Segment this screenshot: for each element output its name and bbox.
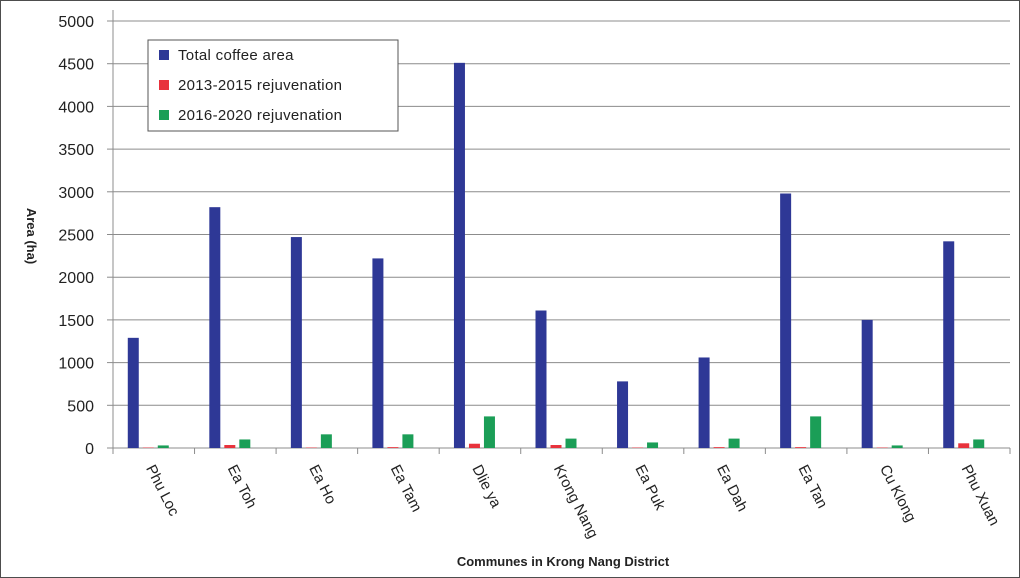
x-category-label: Ea Ho — [305, 462, 339, 507]
legend-swatch — [159, 80, 169, 90]
y-tick-label: 4500 — [58, 57, 94, 74]
x-category-label: Krong Nang — [550, 462, 601, 541]
bar — [239, 439, 251, 448]
legend: Total coffee area 2013-2015 rejuvenation 2… — [147, 39, 399, 132]
bar — [810, 416, 822, 448]
y-tick-label: 5000 — [58, 14, 94, 31]
legend-label: 2013-2015 rejuvenation — [178, 77, 342, 94]
bar — [958, 443, 970, 448]
bar — [209, 207, 221, 448]
bar — [713, 447, 725, 448]
y-tick-label: 4000 — [58, 99, 94, 116]
bar — [973, 439, 985, 448]
legend-label: 2016-2020 rejuvenation — [178, 107, 342, 124]
bar — [290, 237, 302, 448]
bar — [698, 357, 710, 448]
y-tick-label: 0 — [85, 441, 94, 458]
x-category-labels: Phu Loc Ea Toh Ea Ho Ea Tam Dlie ya Krong Nan… — [142, 462, 1003, 541]
y-tick-label: 3000 — [58, 185, 94, 202]
bar — [157, 445, 169, 448]
bars — [127, 62, 985, 448]
x-category-label: Ea Tan — [795, 462, 831, 511]
x-axis-title: Communes in Krong Nang District — [457, 554, 670, 569]
x-category-label: Ea Dah — [713, 462, 751, 514]
bar — [387, 447, 399, 448]
bar — [943, 241, 955, 448]
bar — [224, 445, 236, 448]
y-tick-label: 500 — [67, 398, 94, 415]
bar — [891, 445, 903, 448]
x-category-label: Cu Klong — [876, 462, 919, 525]
bar — [468, 443, 480, 448]
y-tick-labels: 0 500 1000 1500 2000 2500 3000 3500 4000 4500 5000 — [58, 14, 94, 458]
x-category-label: Ea Puk — [631, 462, 668, 513]
bar — [483, 416, 495, 448]
bar — [861, 319, 873, 448]
bar — [127, 337, 139, 448]
bar — [728, 438, 740, 448]
y-tick-label: 3500 — [58, 142, 94, 159]
x-category-label: Phu Loc — [142, 462, 182, 519]
legend-swatch — [159, 50, 169, 60]
x-category-label: Ea Toh — [224, 462, 260, 511]
bar — [372, 258, 384, 448]
bar — [402, 434, 414, 448]
bar — [647, 442, 659, 448]
legend-label: Total coffee area — [178, 47, 294, 64]
y-tick-label: 2000 — [58, 270, 94, 287]
y-tick-label: 2500 — [58, 228, 94, 245]
y-axis-title: Area (ha) — [24, 208, 39, 264]
bar — [453, 62, 465, 448]
y-tick-label: 1500 — [58, 313, 94, 330]
bar — [565, 438, 577, 448]
bar — [550, 445, 562, 448]
y-tick-label: 1000 — [58, 356, 94, 373]
bar — [780, 193, 792, 448]
bar — [795, 447, 807, 448]
bar — [320, 434, 332, 448]
legend-box — [147, 39, 399, 132]
legend-swatch — [159, 110, 169, 120]
bar — [617, 381, 629, 448]
x-category-label: Dlie ya — [468, 462, 504, 511]
bar — [535, 310, 547, 448]
x-category-label: Phu Xuan — [958, 462, 1003, 528]
x-category-label: Ea Tam — [387, 462, 425, 515]
